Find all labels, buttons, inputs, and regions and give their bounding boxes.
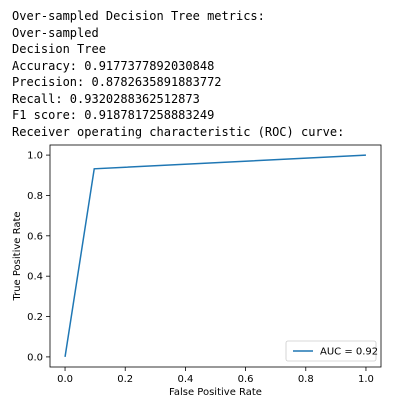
- x-tick-label: 0.2: [117, 374, 133, 385]
- x-tick-label: 0.8: [298, 374, 314, 385]
- x-tick-label: 0.6: [238, 374, 254, 385]
- output-precision: Precision: 0.8782635891883772: [12, 75, 222, 89]
- output-accuracy: Accuracy: 0.9177377892030848: [12, 58, 215, 73]
- y-tick-label: 0.2: [27, 312, 43, 323]
- roc-curve-line: [64, 154, 366, 358]
- legend-box: [285, 340, 377, 362]
- cell-output: Over-sampled Decision Tree metrics: Over…: [12, 8, 344, 140]
- x-tick-label: 1.0: [358, 374, 374, 385]
- plot-area-frame: [49, 144, 382, 368]
- y-tick-label: 0.0: [27, 352, 43, 363]
- y-tick-label: 1.0: [27, 151, 43, 162]
- legend-label: AUC = 0.92: [320, 347, 378, 358]
- x-tick-label: 0.4: [177, 374, 193, 385]
- y-axis-ticks: 0.0 0.2 0.4 0.6 0.8 1.0: [27, 151, 50, 363]
- output-model-name: Decision Tree: [12, 42, 106, 56]
- output-f1-score: F1 score: 0.9187817258883249: [12, 108, 215, 122]
- y-tick-label: 0.6: [27, 231, 43, 242]
- output-roc-heading: Receiver operating characteristic (ROC) …: [12, 124, 345, 139]
- x-axis-label: False Positive Rate: [169, 387, 262, 398]
- x-axis-ticks: 0.0 0.2 0.4 0.6 0.8 1.0: [57, 367, 374, 385]
- y-tick-label: 0.8: [27, 191, 43, 202]
- output-heading: Over-sampled Decision Tree metrics:: [12, 9, 265, 23]
- legend: AUC = 0.92: [285, 340, 378, 362]
- output-sampling-label: Over-sampled: [12, 25, 99, 40]
- y-tick-label: 0.4: [27, 272, 43, 283]
- output-recall: Recall: 0.9320288362512873: [12, 91, 200, 106]
- y-axis-label: True Positive Rate: [12, 211, 23, 301]
- series-layer: [64, 154, 366, 358]
- x-tick-label: 0.0: [57, 374, 73, 385]
